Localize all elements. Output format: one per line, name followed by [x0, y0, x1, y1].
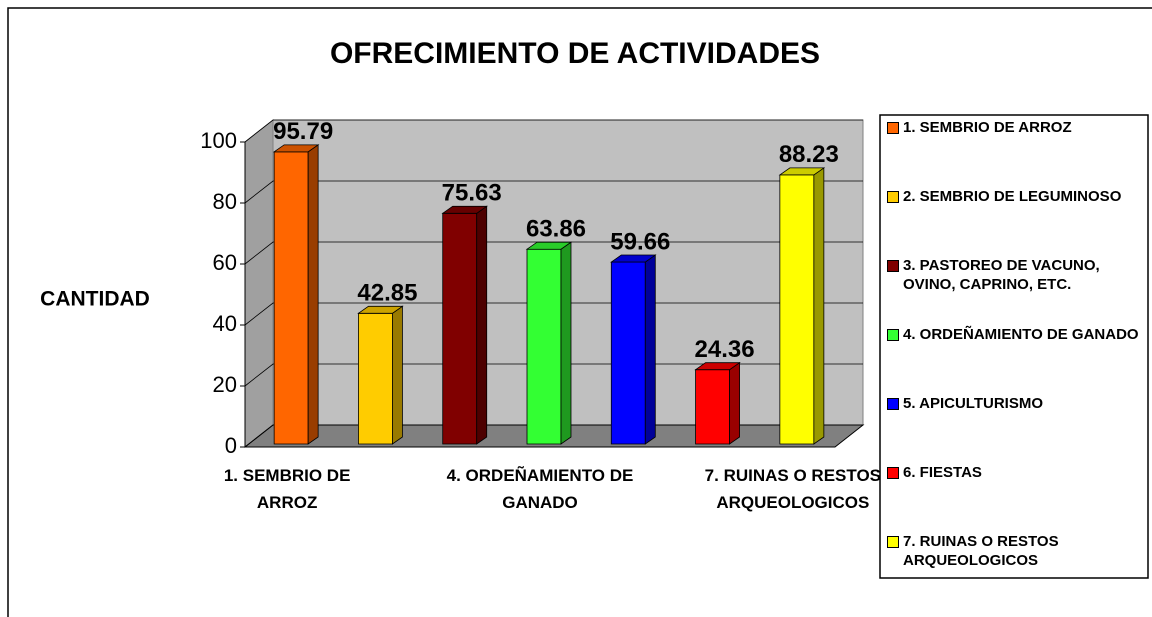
bar-top: [694, 362, 741, 371]
bar: [272, 144, 320, 445]
grid-line: [244, 119, 863, 143]
grid-line: [244, 180, 863, 204]
grid-line: [244, 241, 863, 265]
bar-front: [695, 369, 730, 445]
legend-swatch: [887, 467, 899, 479]
x-tick-label: 4. ORDEÑAMIENTO DE GANADO: [446, 466, 634, 512]
bar-front: [273, 151, 309, 445]
bar: [610, 254, 657, 445]
chart-title: OFRECIMIENTO DE ACTIVIDADES: [330, 37, 820, 70]
legend-label: 2. SEMBRIO DE LEGUMINOSO: [903, 188, 1122, 205]
legend-swatch: [887, 191, 899, 203]
y-tick-label: 80: [213, 189, 237, 214]
legend-label: 1. SEMBRIO DE ARROZ: [903, 119, 1072, 136]
bar-side: [729, 361, 740, 445]
data-label: 42.85: [357, 280, 417, 307]
bar-front: [442, 212, 478, 445]
bar-top: [357, 305, 404, 314]
data-label: 24.36: [695, 336, 755, 363]
legend-label: 3. PASTOREO DE VACUNO, OVINO, CAPRINO, E…: [903, 257, 1100, 293]
bar-front: [358, 312, 393, 445]
side-wall: [244, 118, 274, 449]
data-label: 63.86: [526, 216, 586, 243]
bar: [694, 361, 741, 445]
bar-side: [644, 254, 656, 445]
y-tick-label: 100: [200, 128, 237, 153]
legend-swatch: [887, 398, 899, 410]
data-label: 95.79: [273, 118, 333, 145]
legend-swatch: [887, 329, 899, 341]
bar-top: [610, 254, 657, 263]
data-label: 88.23: [779, 141, 839, 168]
x-tick-label: 1. SEMBRIO DE ARROZ: [223, 466, 351, 512]
bar-top: [441, 205, 488, 214]
legend-swatch: [887, 122, 899, 134]
legend-label: 4. ORDEÑAMIENTO DE GANADO: [903, 326, 1139, 343]
bar-side: [476, 205, 488, 445]
bar-top: [272, 144, 320, 153]
bar: [441, 205, 488, 445]
bar-front: [526, 248, 562, 445]
y-tick-label: 20: [213, 372, 237, 397]
bar-side: [813, 167, 825, 445]
grid-line: [244, 302, 863, 326]
grid-line: [244, 424, 863, 448]
bar-top: [525, 241, 573, 250]
legend-swatch: [887, 536, 899, 548]
y-axis-label: CANTIDAD: [40, 288, 150, 311]
legend-label: 5. APICULTURISMO: [903, 395, 1044, 412]
bar-side: [392, 305, 403, 445]
data-label: 59.66: [610, 228, 670, 255]
legend-label: 7. RUINAS O RESTOS ARQUEOLOGICOS: [903, 533, 1059, 569]
bar: [357, 305, 404, 445]
bar-side: [307, 144, 319, 445]
bar-front: [779, 174, 815, 445]
legend-swatch: [887, 260, 899, 272]
bar: [525, 241, 573, 445]
bar-side: [560, 241, 572, 445]
x-tick-label: 7. RUINAS O RESTOS ARQUEOLOGICOS: [704, 466, 882, 512]
bar: [778, 167, 826, 445]
y-tick-label: 60: [213, 250, 237, 275]
bar-front: [610, 261, 646, 445]
grid-line: [244, 363, 863, 387]
bar-top: [778, 167, 826, 176]
legend-box: [879, 114, 1149, 579]
data-label: 75.63: [442, 180, 502, 207]
y-tick-label: 40: [213, 311, 237, 336]
y-tick-label: 0: [225, 433, 237, 458]
legend-label: 6. FIESTAS: [903, 464, 982, 481]
